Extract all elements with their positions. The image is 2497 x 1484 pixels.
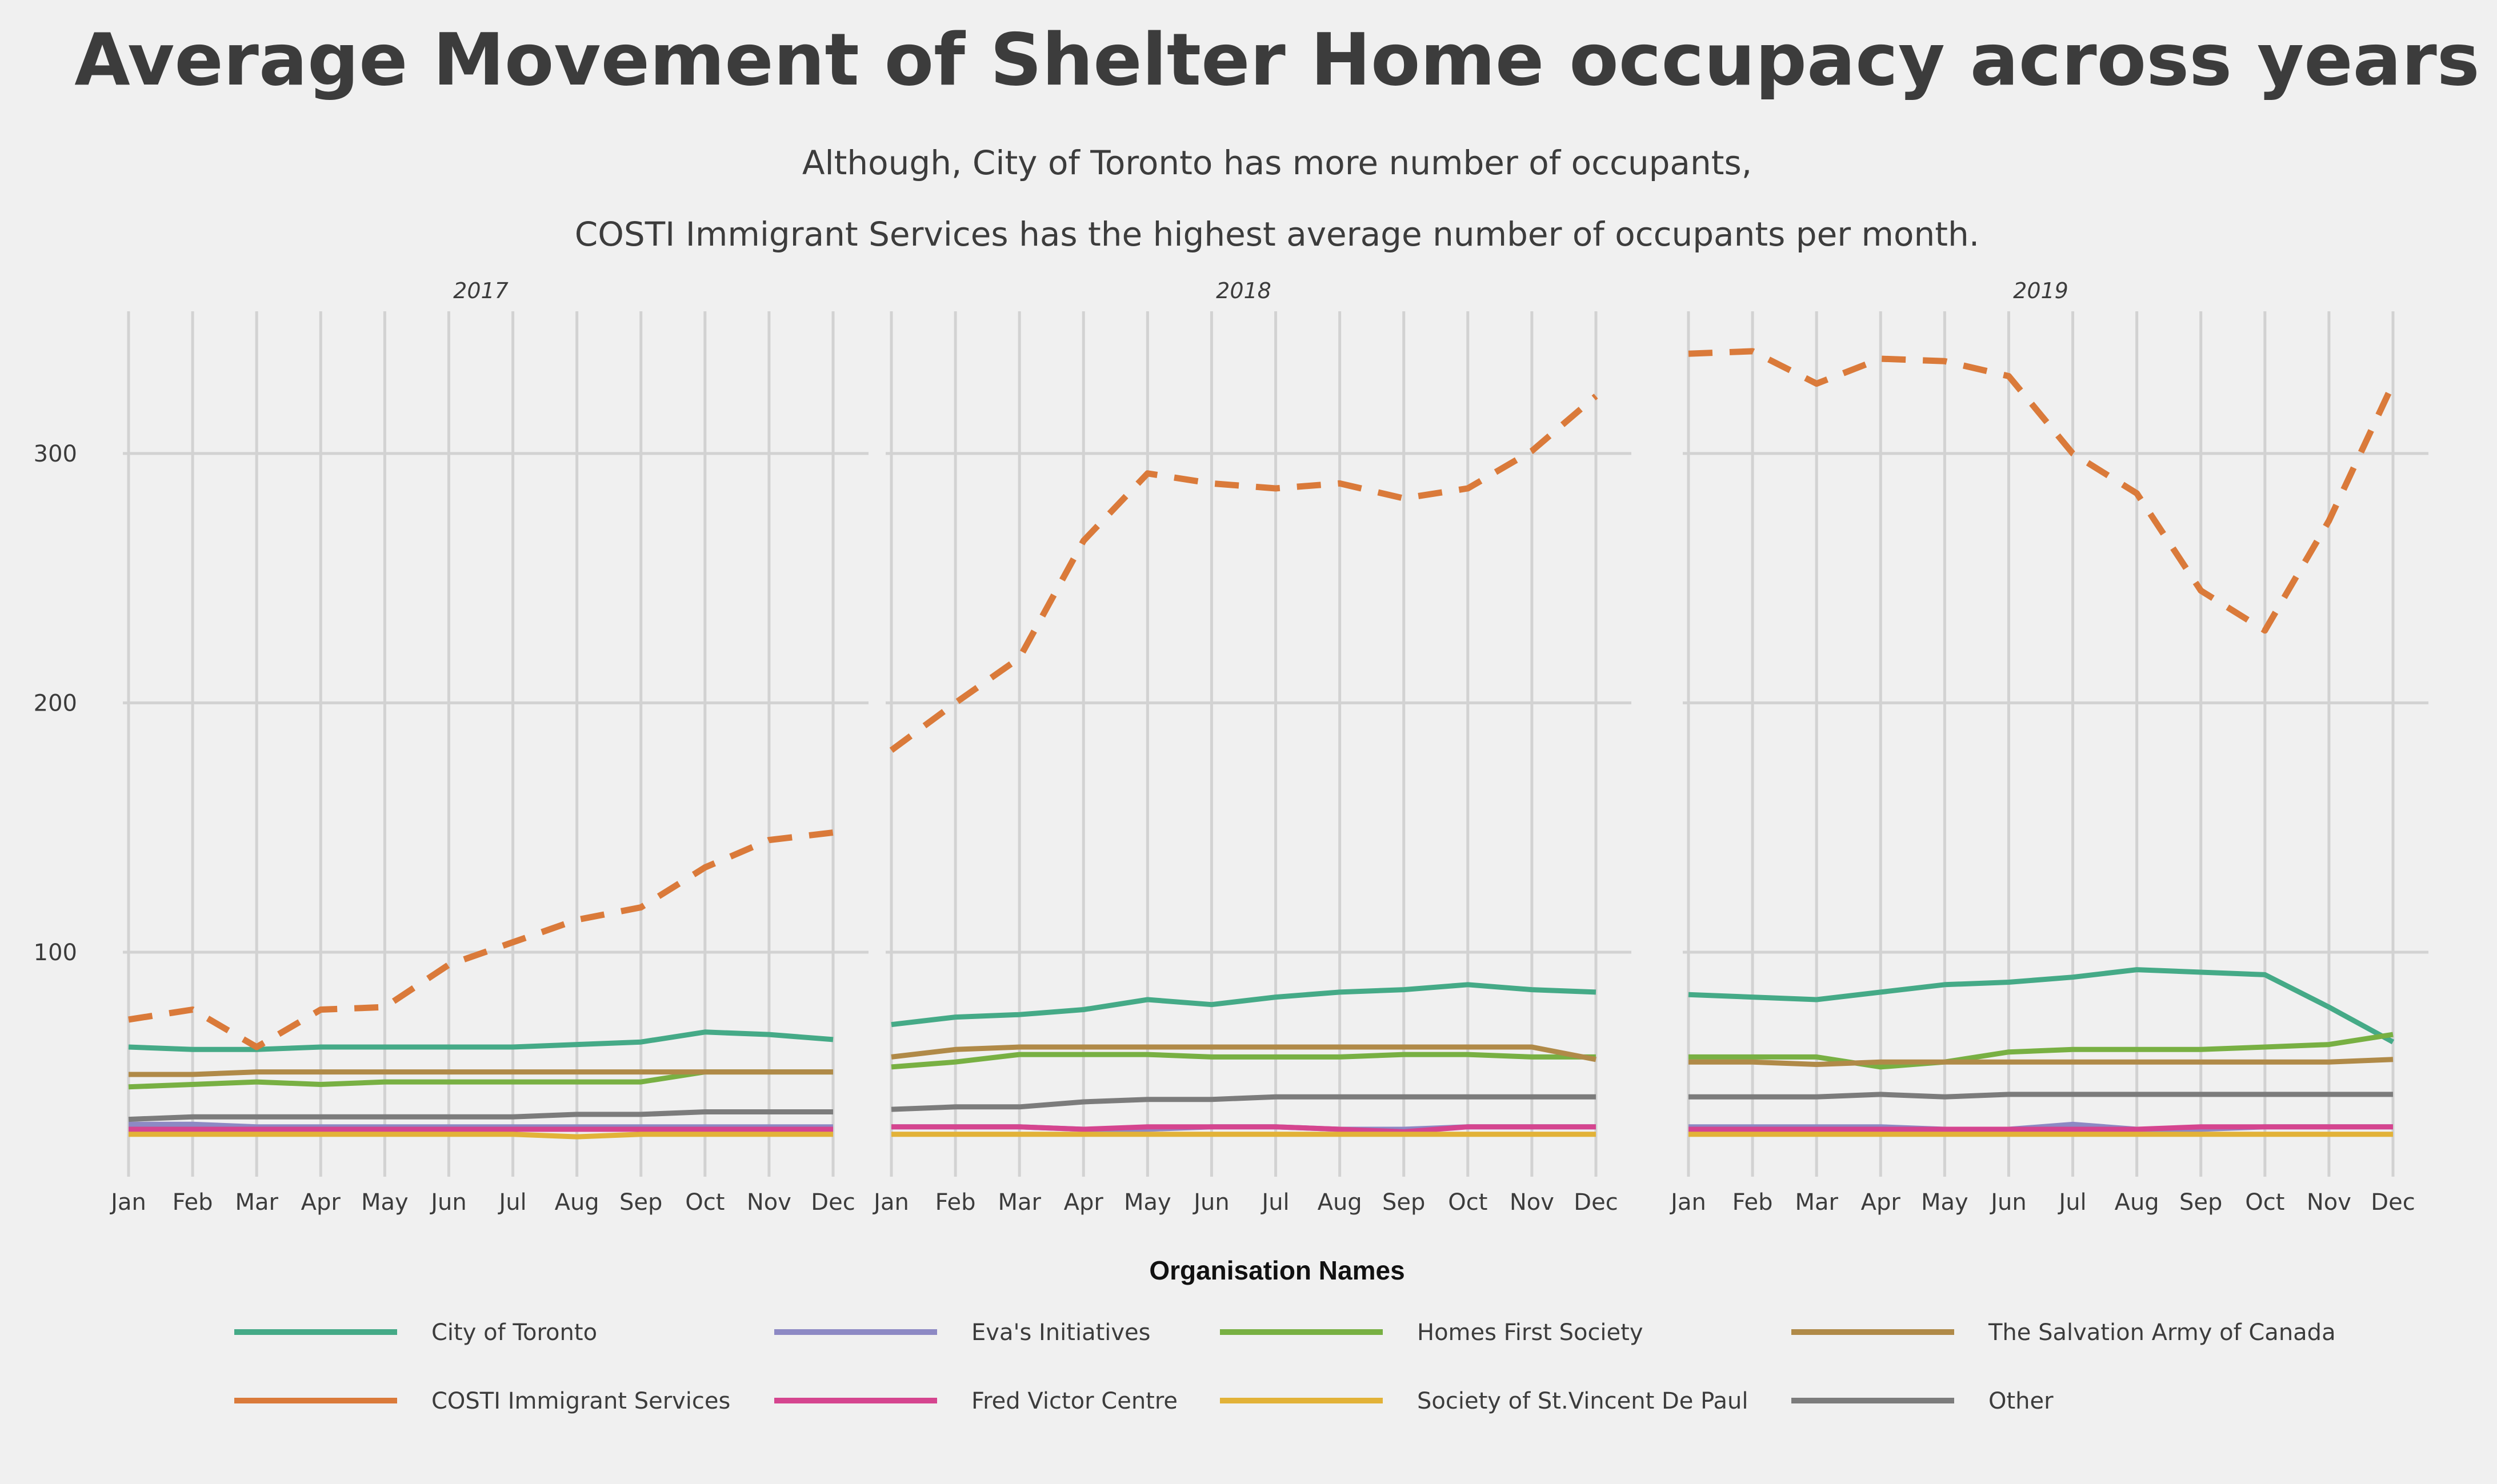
x-tick-label: Oct <box>2245 1189 2284 1216</box>
x-tick-label: Jun <box>429 1189 467 1216</box>
x-tick-label: May <box>361 1189 409 1216</box>
x-tick-label: Dec <box>2371 1189 2415 1216</box>
x-tick-label: Aug <box>1318 1189 1362 1216</box>
legend-title: Organisation Names <box>1149 1256 1404 1285</box>
legend-item: Fred Victor Centre <box>774 1388 1178 1414</box>
x-tick-label: May <box>1921 1189 1968 1216</box>
x-tick-label: Nov <box>2307 1189 2351 1216</box>
legend-item: Other <box>1791 1388 2054 1414</box>
chart-title: Average Movement of Shelter Home occupac… <box>74 18 2480 102</box>
x-tick-label: Mar <box>1795 1189 1838 1216</box>
facet-label: 2019 <box>2013 278 2068 303</box>
x-tick-label: Oct <box>685 1189 725 1216</box>
x-tick-label: Aug <box>2115 1189 2159 1216</box>
facet-panel-2018: 2018 Jan Feb Mar Apr May Jun Jul Aug Sep Oct Nov Dec <box>872 278 1631 1216</box>
series-line-society-of-st-vincent-de-paul <box>129 1132 833 1140</box>
legend-label: Homes First Society <box>1417 1319 1643 1346</box>
series-line-city-of-toronto <box>1688 967 2395 1045</box>
y-tick-label: 200 <box>34 690 77 716</box>
series-line-city-of-toronto <box>891 982 1596 1028</box>
series-line-the-salvation-army-of-canada <box>129 1069 833 1077</box>
series-line-other <box>128 1109 833 1122</box>
facet-panel-2019: 2019 Jan Feb Mar Apr May Jun Jul Aug Sep Oct Nov Dec <box>1669 278 2428 1216</box>
x-tick-label: Jan <box>1669 1189 1706 1216</box>
legend-item: COSTI Immigrant Services <box>234 1388 730 1414</box>
legend-label: Society of St.Vincent De Paul <box>1417 1388 1748 1414</box>
x-tick-label: Dec <box>811 1189 855 1216</box>
x-tick-label: Jan <box>109 1189 146 1216</box>
y-tick-label: 100 <box>34 940 77 966</box>
x-tick-label: Apr <box>301 1189 341 1216</box>
y-tick-label: 300 <box>34 441 77 467</box>
x-tick-label: Feb <box>935 1189 976 1216</box>
chart-subtitle-line-2: COSTI Immigrant Services has the highest… <box>575 215 1979 254</box>
series-line-the-salvation-army-of-canada <box>891 1044 1596 1062</box>
x-tick-label: Mar <box>998 1189 1041 1216</box>
x-tick-label: Apr <box>1064 1189 1104 1216</box>
series-line-fred-victor-centre <box>891 1124 1596 1134</box>
facet-label: 2018 <box>1216 278 1271 303</box>
x-tick-label: Aug <box>555 1189 599 1216</box>
series-line-other <box>1688 1092 2393 1100</box>
x-tick-label: Apr <box>1861 1189 1901 1216</box>
series-line-other <box>891 1094 1596 1112</box>
facet-panel-2017: 2017 Jan Feb Mar Apr May Jun Jul Aug Sep Oct Nov Dec <box>109 278 869 1216</box>
series-line-costi-immigrant-services <box>128 829 834 1050</box>
series-line-fred-victor-centre <box>1688 1124 2393 1132</box>
series-line-city-of-toronto <box>128 1029 834 1052</box>
legend-item: City of Toronto <box>234 1319 597 1346</box>
x-tick-label: Sep <box>619 1189 662 1216</box>
series-line-homes-first-society <box>891 1052 1596 1070</box>
x-tick-label: Feb <box>173 1189 213 1216</box>
x-tick-label: Jan <box>872 1189 909 1216</box>
legend-label: City of Toronto <box>431 1319 597 1346</box>
legend-item: Society of St.Vincent De Paul <box>1220 1388 1748 1414</box>
x-tick-label: Nov <box>1510 1189 1554 1216</box>
facet-panels: 100 200 300 2017 Jan Feb Mar Apr May Jun Jul Aug Sep… <box>34 278 2428 1216</box>
x-tick-label: Jul <box>497 1189 526 1216</box>
chart-subtitle-line-1: Although, City of Toronto has more numbe… <box>802 143 1752 182</box>
legend-label: Other <box>1988 1388 2054 1414</box>
series-line-costi-immigrant-services <box>1688 348 2396 634</box>
legend: City of Toronto Eva's Initiatives Homes Fi… <box>234 1319 2336 1414</box>
x-tick-label: Oct <box>1448 1189 1487 1216</box>
x-tick-label: Sep <box>2179 1189 2222 1216</box>
x-tick-label: Jun <box>1989 1189 2027 1216</box>
x-tick-label: Dec <box>1574 1189 1618 1216</box>
legend-item: Eva's Initiatives <box>774 1319 1151 1346</box>
legend-label: COSTI Immigrant Services <box>431 1388 730 1414</box>
x-tick-label: May <box>1124 1189 1171 1216</box>
legend-item: The Salvation Army of Canada <box>1791 1319 2336 1346</box>
series-line-the-salvation-army-of-canada <box>1688 1057 2394 1067</box>
x-tick-label: Jul <box>1260 1189 1289 1216</box>
x-tick-label: Jul <box>2057 1189 2086 1216</box>
x-tick-label: Mar <box>235 1189 278 1216</box>
legend-label: Eva's Initiatives <box>971 1319 1151 1346</box>
series-line-eva-s-initiatives <box>129 1121 833 1130</box>
series-line-homes-first-society <box>1688 1032 2394 1070</box>
x-tick-label: Feb <box>1732 1189 1773 1216</box>
x-tick-label: Jun <box>1192 1189 1230 1216</box>
legend-label: The Salvation Army of Canada <box>1988 1319 2336 1346</box>
legend-label: Fred Victor Centre <box>971 1388 1178 1414</box>
series-line-costi-immigrant-services <box>889 394 1598 753</box>
x-tick-label: Sep <box>1382 1189 1425 1216</box>
legend-item: Homes First Society <box>1220 1319 1643 1346</box>
facet-label: 2017 <box>453 278 509 303</box>
x-tick-label: Nov <box>747 1189 791 1216</box>
